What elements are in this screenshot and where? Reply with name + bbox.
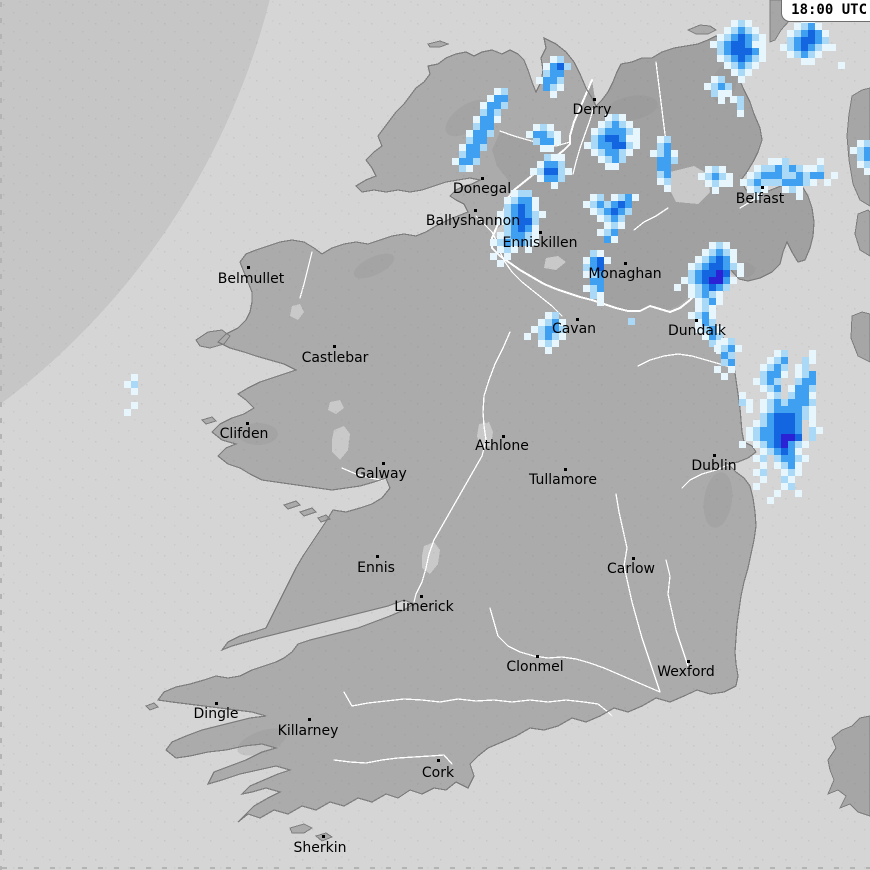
city-dot: [761, 186, 764, 189]
city-label: Dundalk: [668, 323, 726, 339]
city-dot: [624, 262, 627, 265]
city-label: Donegal: [452, 181, 512, 197]
city-dot: [333, 345, 336, 348]
city-label: Cork: [421, 765, 455, 781]
city-dot: [539, 231, 542, 234]
city-label: Dingle: [193, 706, 239, 722]
city-dot: [382, 462, 385, 465]
city-label: Killarney: [277, 723, 339, 739]
city-label: Tullamore: [529, 472, 597, 488]
city-dot: [593, 98, 596, 101]
city-label: Cavan: [551, 321, 597, 337]
city-label: Wexford: [657, 664, 715, 680]
city-dot: [536, 655, 539, 658]
city-label: Galway: [355, 466, 407, 482]
city-label: Ballyshannon: [425, 213, 521, 229]
city-dot: [308, 718, 311, 721]
city-label: Belmullet: [217, 271, 285, 287]
city-label: Carlow: [606, 561, 656, 577]
left-edge-ticks: [0, 0, 3, 870]
city-label: Clonmel: [506, 659, 564, 675]
city-dot: [576, 318, 579, 321]
city-label: Limerick: [394, 599, 454, 615]
city-label: Enniskillen: [502, 235, 578, 251]
city-label: Dublin: [691, 458, 737, 474]
timestamp: 18:00 UTC: [781, 0, 870, 22]
city-label: Derry: [572, 102, 612, 118]
city-label: Belfast: [735, 191, 785, 207]
city-dot: [713, 454, 716, 457]
city-dot: [564, 468, 567, 471]
city-dot: [502, 435, 505, 438]
city-dot: [695, 319, 698, 322]
bottom-edge-ticks: [0, 866, 870, 869]
city-dot: [322, 835, 325, 838]
city-label: Monaghan: [588, 266, 662, 282]
city-label: Clifden: [219, 426, 269, 442]
city-dot: [247, 266, 250, 269]
city-dot: [215, 702, 218, 705]
city-dot: [420, 595, 423, 598]
city-dot: [687, 660, 690, 663]
city-dot: [376, 555, 379, 558]
city-dot: [474, 209, 477, 212]
city-dot: [246, 422, 249, 425]
city-dot: [481, 177, 484, 180]
city-label: Ennis: [357, 560, 395, 576]
city-label: Athlone: [475, 438, 529, 454]
city-dot: [437, 759, 440, 762]
city-label: Castlebar: [301, 350, 369, 366]
city-dot: [632, 557, 635, 560]
city-label: Sherkin: [293, 840, 347, 856]
